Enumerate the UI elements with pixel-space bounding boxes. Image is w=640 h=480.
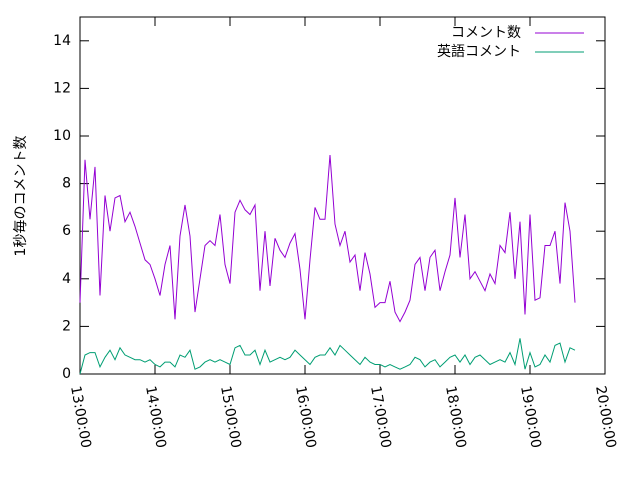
y-tick-label: 0 [62,366,71,382]
legend-label-1: コメント数 [451,25,521,41]
y-tick-label: 4 [62,271,71,287]
legend-label-2: 英語コメント [437,43,521,60]
y-tick-label: 12 [53,80,71,96]
series-line-1 [79,154,576,323]
y-tick-label: 10 [53,128,71,144]
y-tick-label: 2 [62,318,71,334]
y-tick-label: 14 [53,33,71,49]
series-line-2 [79,338,576,375]
y-tick-label: 8 [62,176,71,192]
y-tick-label: 6 [62,223,71,239]
plot-area [79,16,606,375]
plot-frame [79,16,606,375]
series-layer [79,154,576,375]
y-axis-label: 1秒毎のコメント数 [13,136,29,257]
